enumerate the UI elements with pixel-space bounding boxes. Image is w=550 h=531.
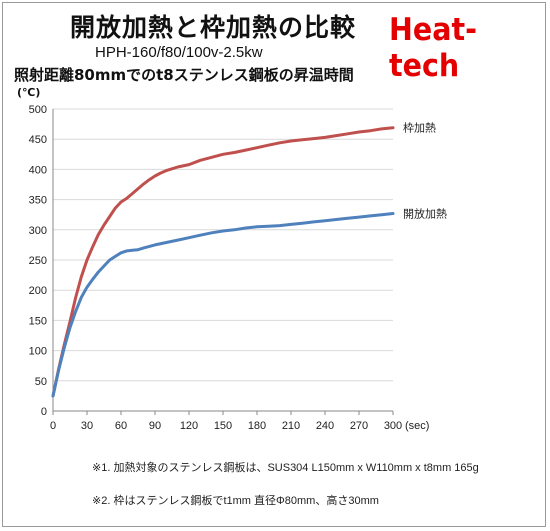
x-axis-label: (sec) xyxy=(405,420,429,432)
x-tick-label: 90 xyxy=(149,420,161,432)
x-tick-label: 120 xyxy=(180,420,198,432)
y-tick-label: 300 xyxy=(29,225,47,237)
y-tick-label: 50 xyxy=(35,376,47,388)
series-label-1: 枠加熱 xyxy=(403,121,436,135)
y-tick-label: 250 xyxy=(29,255,47,267)
page-title: 開放加熱と枠加熱の比較 xyxy=(70,13,357,42)
y-tick-label: 400 xyxy=(29,164,47,176)
x-tick-label: 180 xyxy=(248,420,266,432)
model-subtitle: HPH-160/f80/100v-2.5kw xyxy=(95,44,263,61)
y-tick-label: 200 xyxy=(29,285,47,297)
x-tick-label: 300 xyxy=(384,420,402,432)
x-tick-label: 0 xyxy=(50,420,56,432)
x-tick-label: 270 xyxy=(350,420,368,432)
y-tick-label: 350 xyxy=(29,195,47,207)
chart-frame xyxy=(2,2,546,527)
brand-logo: Heat-tech xyxy=(389,12,477,84)
y-tick-label: 500 xyxy=(29,104,47,116)
footnote-2: ※2. 枠はステンレス鋼板でt1mm 直径Φ80mm、高さ30mm xyxy=(92,495,379,507)
y-tick-label: 0 xyxy=(41,406,47,418)
series-line-1 xyxy=(51,126,395,398)
x-tick-label: 60 xyxy=(115,420,127,432)
series-line-2 xyxy=(51,212,395,398)
x-tick-label: 30 xyxy=(81,420,93,432)
y-tick-label: 150 xyxy=(29,315,47,327)
y-tick-label: 450 xyxy=(29,134,47,146)
x-tick-label: 150 xyxy=(214,420,232,432)
condition-subtitle: 照射距離80mmでのt8ステンレス鋼板の昇温時間 xyxy=(14,66,354,84)
x-tick-label: 240 xyxy=(316,420,334,432)
y-axis-unit: (℃) xyxy=(17,86,41,99)
y-tick-label: 100 xyxy=(29,346,47,358)
series-label-2: 開放加熱 xyxy=(403,206,447,220)
x-tick-label: 210 xyxy=(282,420,300,432)
footnote-1: ※1. 加熱対象のステンレス鋼板は、SUS304 L150mm x W110mm… xyxy=(92,462,479,474)
